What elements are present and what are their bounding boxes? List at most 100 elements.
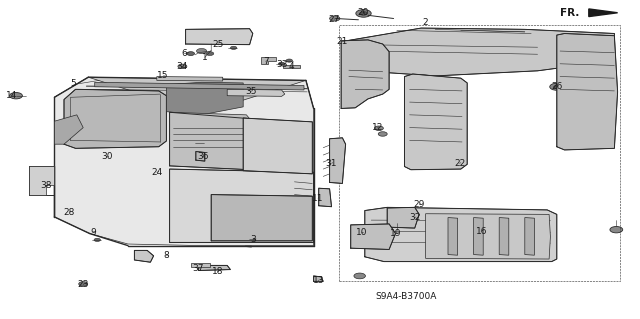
Circle shape [244,242,252,246]
Circle shape [610,226,623,233]
Text: 28: 28 [63,208,75,217]
Circle shape [230,46,237,49]
Polygon shape [426,214,550,259]
Text: 2: 2 [423,18,428,27]
Text: 33: 33 [276,60,287,69]
Circle shape [578,106,593,114]
Circle shape [360,84,370,89]
Text: 10: 10 [356,228,367,237]
Polygon shape [342,28,614,76]
Polygon shape [341,40,389,108]
Text: 31: 31 [326,159,337,168]
Polygon shape [319,188,332,207]
Text: 7: 7 [263,57,268,66]
Circle shape [200,142,209,146]
Circle shape [352,60,367,68]
Text: 11: 11 [312,194,324,203]
Circle shape [410,215,419,220]
Polygon shape [227,89,285,96]
Text: 27: 27 [328,15,340,24]
Text: 22: 22 [454,159,465,168]
Circle shape [374,126,383,130]
Text: 35: 35 [245,87,257,96]
Text: 37: 37 [193,264,204,273]
Text: FR.: FR. [560,8,579,18]
Circle shape [356,10,371,17]
Polygon shape [166,82,243,115]
Circle shape [154,170,163,174]
Polygon shape [170,112,250,170]
Polygon shape [283,65,300,68]
Circle shape [72,217,79,220]
Text: 36: 36 [198,152,209,161]
Circle shape [133,180,142,185]
Circle shape [197,141,204,145]
Polygon shape [95,82,304,90]
Text: 38: 38 [40,181,52,190]
Circle shape [79,282,88,286]
Polygon shape [448,218,458,255]
Circle shape [390,46,397,49]
Polygon shape [474,218,483,255]
Text: 18: 18 [212,267,223,276]
Polygon shape [54,115,83,144]
Text: 30: 30 [102,152,113,161]
Polygon shape [54,77,314,113]
Text: 26: 26 [551,82,563,91]
Polygon shape [196,152,205,161]
Polygon shape [314,276,323,281]
Text: 19: 19 [390,229,401,238]
Polygon shape [525,218,534,255]
Circle shape [330,16,340,21]
Circle shape [354,273,365,279]
Polygon shape [191,263,210,267]
Circle shape [178,64,187,69]
Polygon shape [54,77,314,246]
Polygon shape [186,29,253,45]
Polygon shape [404,74,467,170]
Text: 15: 15 [157,71,169,80]
Polygon shape [29,166,54,195]
Polygon shape [211,195,312,241]
Text: 8: 8 [164,251,169,260]
Text: 3: 3 [250,235,255,244]
Circle shape [91,231,99,235]
Text: 16: 16 [476,227,487,236]
Text: 1: 1 [202,53,207,62]
Polygon shape [64,89,166,148]
Circle shape [378,132,387,136]
Circle shape [130,176,139,181]
Text: 29: 29 [413,200,425,209]
Polygon shape [387,207,419,228]
Circle shape [10,93,22,99]
Text: 34: 34 [177,62,188,71]
Circle shape [67,212,74,215]
Circle shape [390,230,403,236]
Polygon shape [557,33,618,150]
Text: 14: 14 [6,91,17,100]
Text: 12: 12 [372,123,383,132]
Circle shape [360,11,367,15]
Polygon shape [243,118,312,174]
Polygon shape [589,9,618,17]
Text: 13: 13 [313,276,324,285]
Circle shape [206,52,214,56]
Text: 6: 6 [182,49,187,58]
Circle shape [249,235,257,239]
Circle shape [79,221,85,224]
Circle shape [554,85,560,88]
Polygon shape [134,250,154,262]
Circle shape [94,238,100,241]
Text: 25: 25 [212,40,223,49]
Circle shape [196,48,207,54]
Text: 20: 20 [357,8,369,17]
Polygon shape [198,265,230,271]
Circle shape [80,154,89,159]
Circle shape [286,59,292,62]
Text: S9A4-B3700A: S9A4-B3700A [376,293,437,301]
Circle shape [392,46,399,49]
Polygon shape [157,77,223,81]
Circle shape [187,52,195,56]
Text: 9: 9 [90,228,95,237]
Polygon shape [499,218,509,255]
